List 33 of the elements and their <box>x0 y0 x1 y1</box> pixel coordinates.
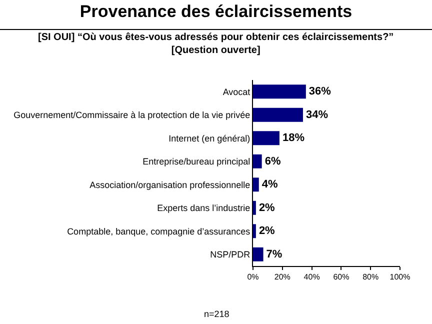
data-label: 4% <box>262 178 278 191</box>
data-label: 6% <box>264 155 281 168</box>
y-tick-label: Avocat <box>222 86 251 97</box>
bar <box>253 154 262 168</box>
x-tick-label: 60% <box>333 272 350 282</box>
data-label: 18% <box>282 132 305 144</box>
x-tick-label: 40% <box>304 272 320 282</box>
chart-title: Provenance des éclaircissements <box>80 2 352 21</box>
chart-subtitle: [SI OUI] “Où vous êtes-vous adressés pour obtenir ces éclaircissements?” [Question ouverte] <box>38 32 394 56</box>
data-label: 34% <box>306 108 328 121</box>
bar <box>253 200 256 215</box>
bar <box>253 108 303 122</box>
y-tick-label: Entreprise/bureau principal <box>142 156 250 167</box>
bar <box>253 247 264 262</box>
y-tick-label: NSP/PDR <box>210 250 251 260</box>
bar <box>253 224 256 238</box>
x-tick-label: 100% <box>390 272 410 282</box>
x-tick-label: 0% <box>247 272 259 282</box>
bar <box>253 178 259 192</box>
text: n=218 <box>204 309 230 319</box>
y-tick-label: Internet (en général) <box>168 133 250 144</box>
y-tick-label: Comptable, banque, compagnie d’assurances <box>67 226 251 236</box>
y-tick-label: Experts dans l’industrie <box>157 203 250 214</box>
bar <box>253 84 306 99</box>
y-tick-label: Association/organisation professionnelle <box>90 180 250 190</box>
y-tick-label: Gouvernement/Commissaire à la protection de la vie privée <box>14 110 250 120</box>
data-label: 2% <box>258 225 276 238</box>
x-tick-label: 20% <box>274 272 290 282</box>
bar <box>253 131 280 146</box>
data-label: 36% <box>308 86 332 98</box>
data-label: 2% <box>258 202 276 214</box>
x-tick-label: 80% <box>362 272 379 282</box>
data-label: 7% <box>266 248 282 260</box>
